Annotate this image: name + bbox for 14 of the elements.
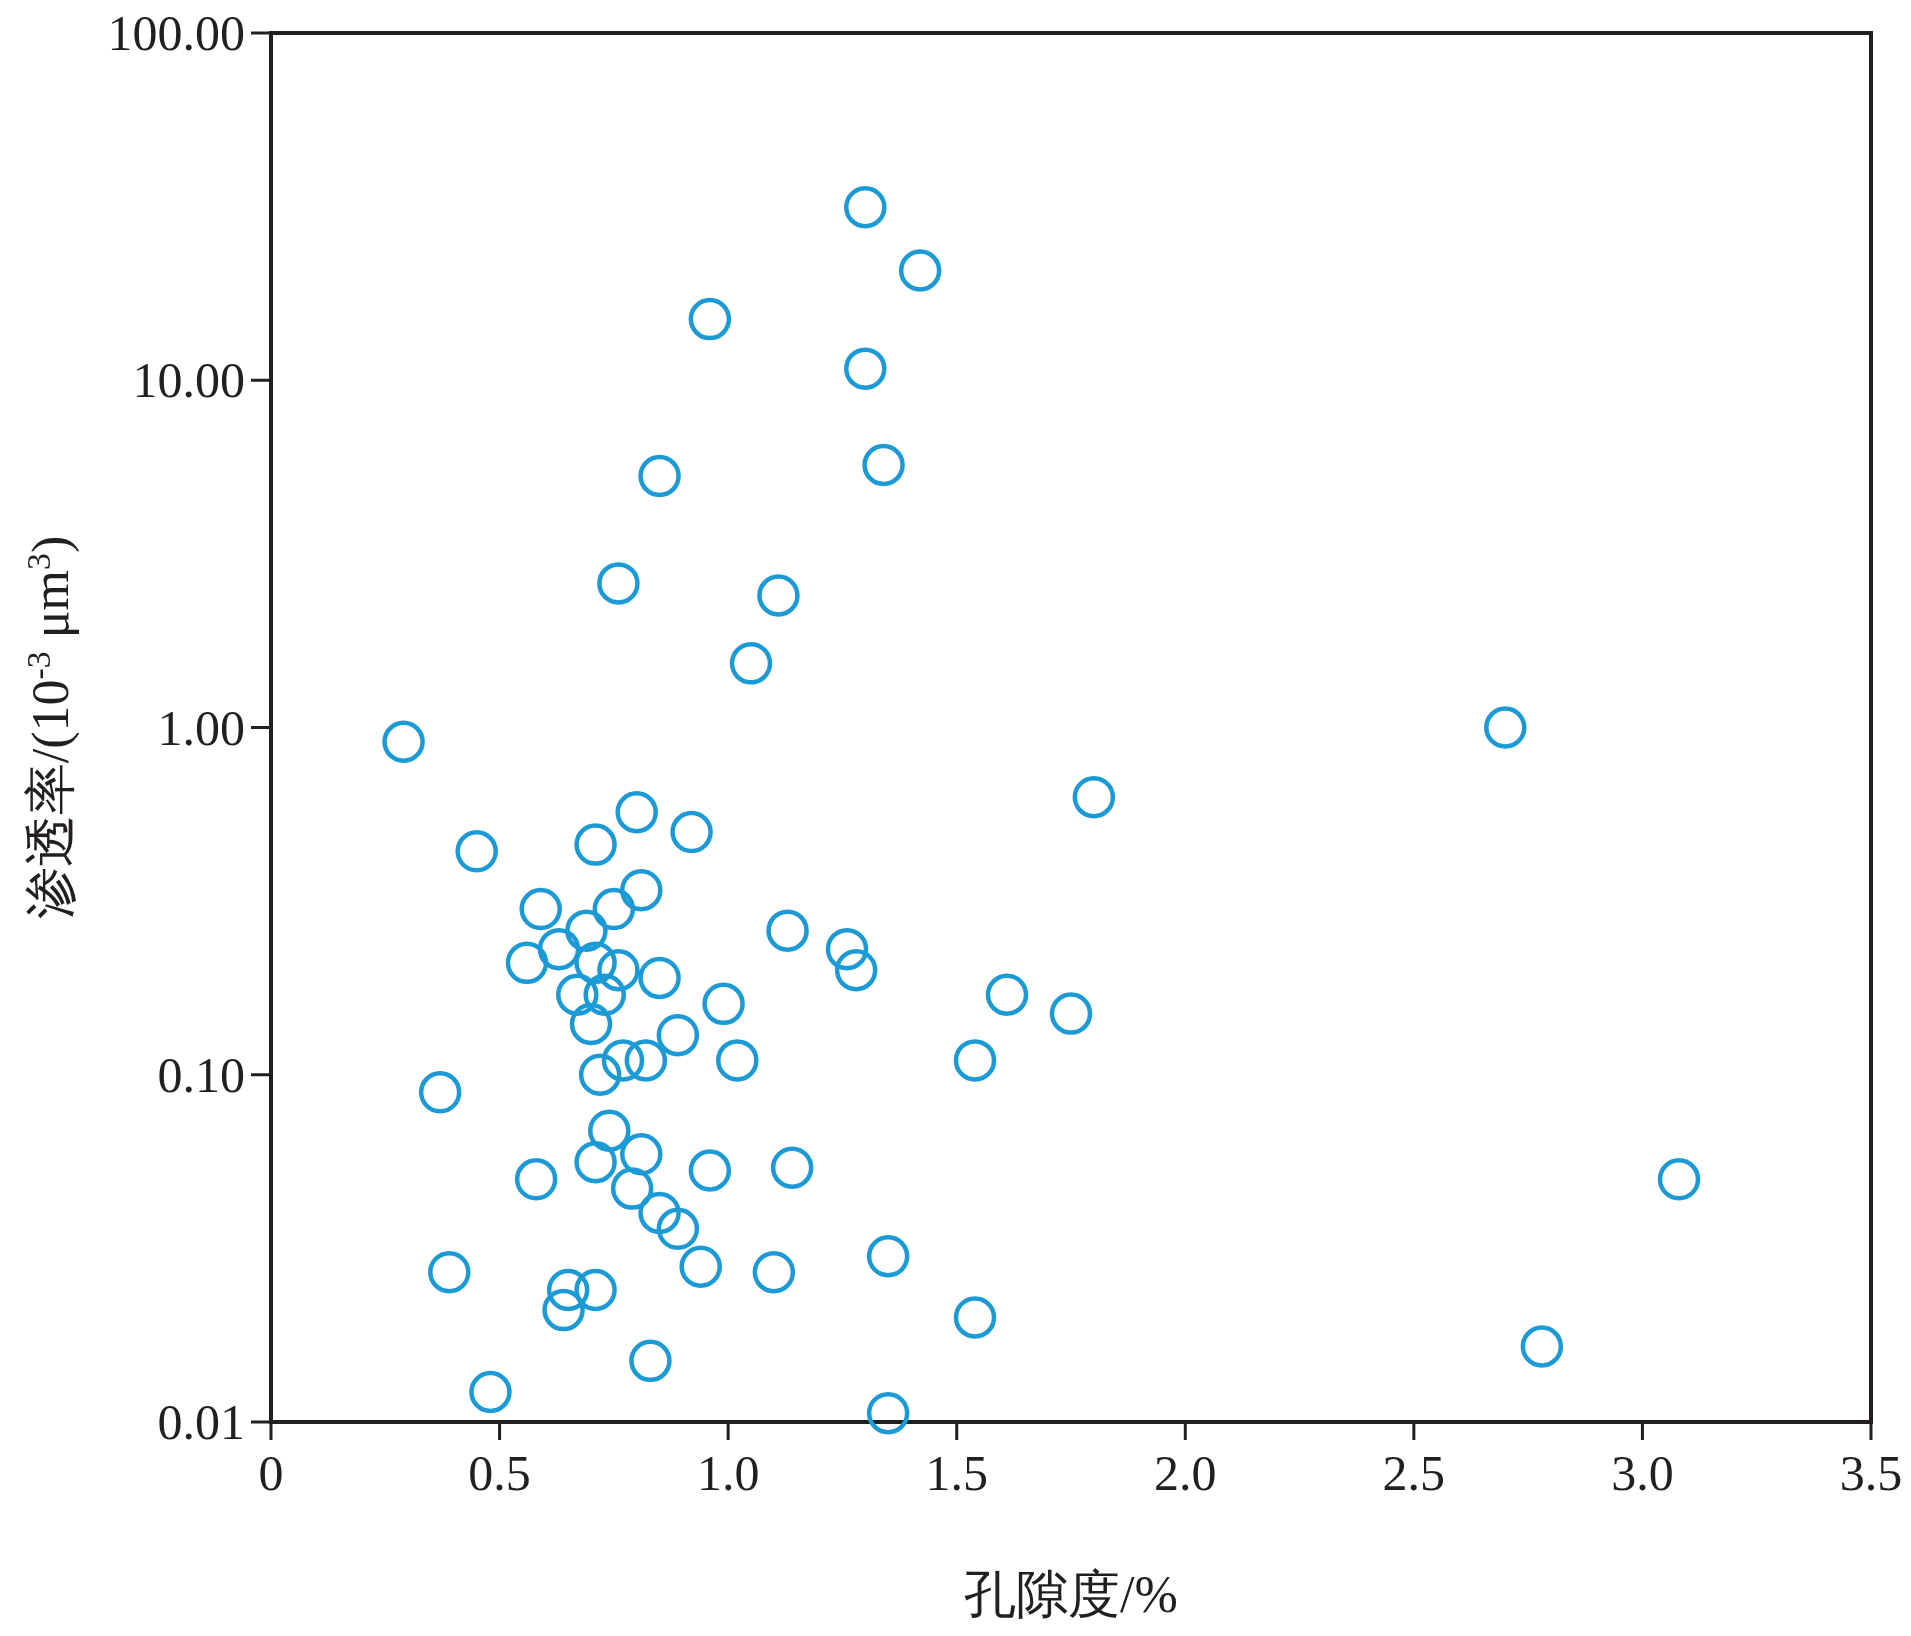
y-tick-label: 0.10 <box>157 1046 245 1103</box>
x-tick-label: 1.5 <box>925 1445 988 1501</box>
x-tick-label: 0.5 <box>468 1445 531 1501</box>
y-tick-label: 1.00 <box>157 699 245 756</box>
x-tick-label: 3.5 <box>1839 1445 1903 1501</box>
x-tick-label: 0 <box>258 1445 284 1501</box>
y-tick-label: 100.00 <box>107 5 245 61</box>
x-tick-label: 3.0 <box>1611 1445 1674 1501</box>
x-axis-title: 孔隙度/% <box>964 1566 1178 1623</box>
x-tick-label: 2.0 <box>1154 1445 1217 1501</box>
y-tick-label: 10.00 <box>132 352 245 409</box>
x-tick-label: 1.0 <box>696 1445 760 1501</box>
y-tick-label: 0.01 <box>157 1394 245 1450</box>
x-tick-label: 2.5 <box>1382 1445 1446 1501</box>
